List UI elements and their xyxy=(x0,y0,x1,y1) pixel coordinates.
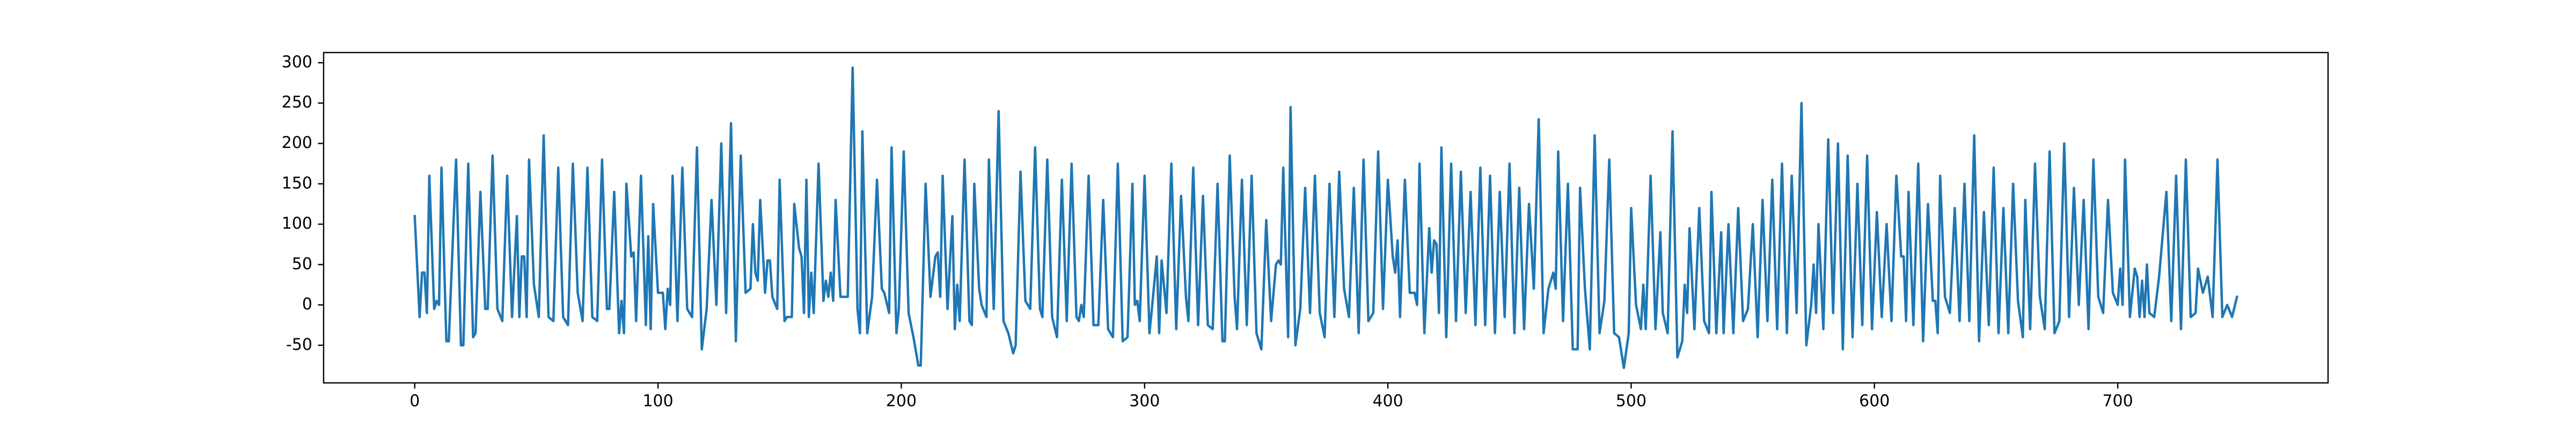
x-tick-label: 300 xyxy=(1129,392,1160,411)
plot-frame xyxy=(323,51,2329,384)
y-tick-label: 250 xyxy=(282,93,312,112)
x-tick-label: 400 xyxy=(1372,392,1403,411)
x-tick-label: 500 xyxy=(1616,392,1646,411)
x-tick-label: 600 xyxy=(1859,392,1890,411)
x-tick-label: 700 xyxy=(2102,392,2133,411)
data-line xyxy=(413,66,2238,369)
y-tick-label: 300 xyxy=(282,53,312,71)
x-tick-label: 0 xyxy=(409,392,420,411)
y-tick-label: 50 xyxy=(292,255,312,273)
y-tick-label: 200 xyxy=(282,134,312,152)
y-tick-label: 100 xyxy=(282,214,312,233)
y-tick-label: -50 xyxy=(286,335,312,354)
y-tick-label: 0 xyxy=(302,295,312,314)
x-tick-label: 100 xyxy=(642,392,673,411)
y-tick-label: 150 xyxy=(282,174,312,193)
x-tick-label: 200 xyxy=(886,392,917,411)
